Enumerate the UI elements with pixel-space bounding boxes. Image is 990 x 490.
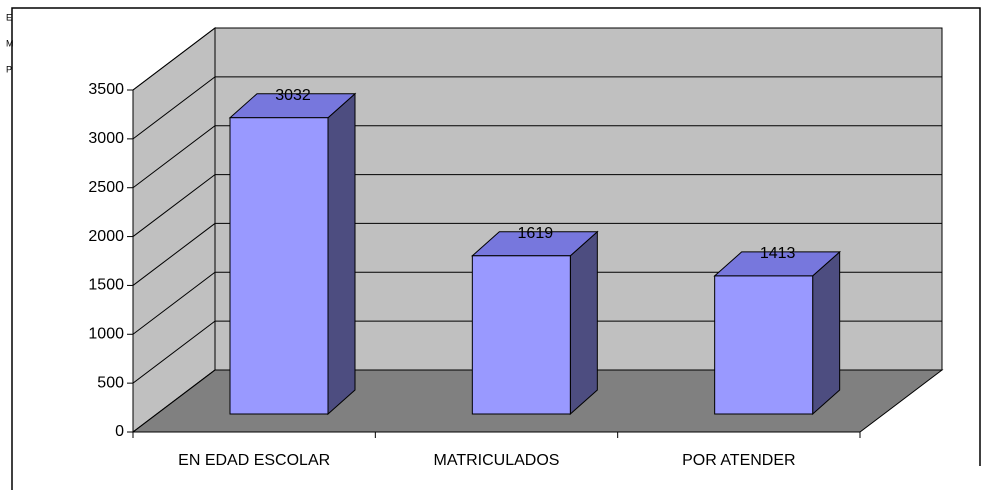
value-label: 1413: [760, 245, 796, 262]
value-label: 1619: [518, 225, 554, 242]
grid-line: [132, 222, 942, 286]
grid-line: [132, 76, 942, 140]
bar: [229, 117, 329, 415]
side-label: E: [6, 12, 12, 22]
y-tick-label: 3500: [88, 81, 124, 98]
bar: [714, 275, 814, 415]
y-tick-label: 0: [115, 423, 124, 440]
bar: [471, 255, 571, 415]
grid-line: [132, 320, 942, 384]
x-tick-label: MATRICULADOS: [434, 452, 560, 469]
bar-side: [327, 92, 356, 416]
x-tick-label: POR ATENDER: [682, 452, 796, 469]
side-label: P: [6, 64, 12, 74]
y-tick-label: 1500: [88, 277, 124, 294]
grid-line: [132, 27, 942, 91]
side-label: M: [6, 38, 14, 48]
value-label: 3032: [275, 87, 311, 104]
y-tick-label: 1000: [88, 326, 124, 343]
bar-side: [812, 250, 841, 416]
y-tick-label: 500: [97, 374, 124, 391]
bar-side: [569, 230, 598, 416]
grid-line: [132, 174, 942, 237]
side-wall: [132, 26, 216, 434]
grid-line: [132, 369, 942, 433]
x-tick-label: EN EDAD ESCOLAR: [178, 452, 330, 469]
frame: [11, 7, 981, 490]
y-tick-label: 2000: [88, 228, 124, 245]
grid-line: [132, 271, 942, 335]
y-tick-label: 3000: [88, 130, 124, 147]
grid-line: [132, 125, 942, 189]
y-tick-label: 2500: [88, 179, 124, 196]
